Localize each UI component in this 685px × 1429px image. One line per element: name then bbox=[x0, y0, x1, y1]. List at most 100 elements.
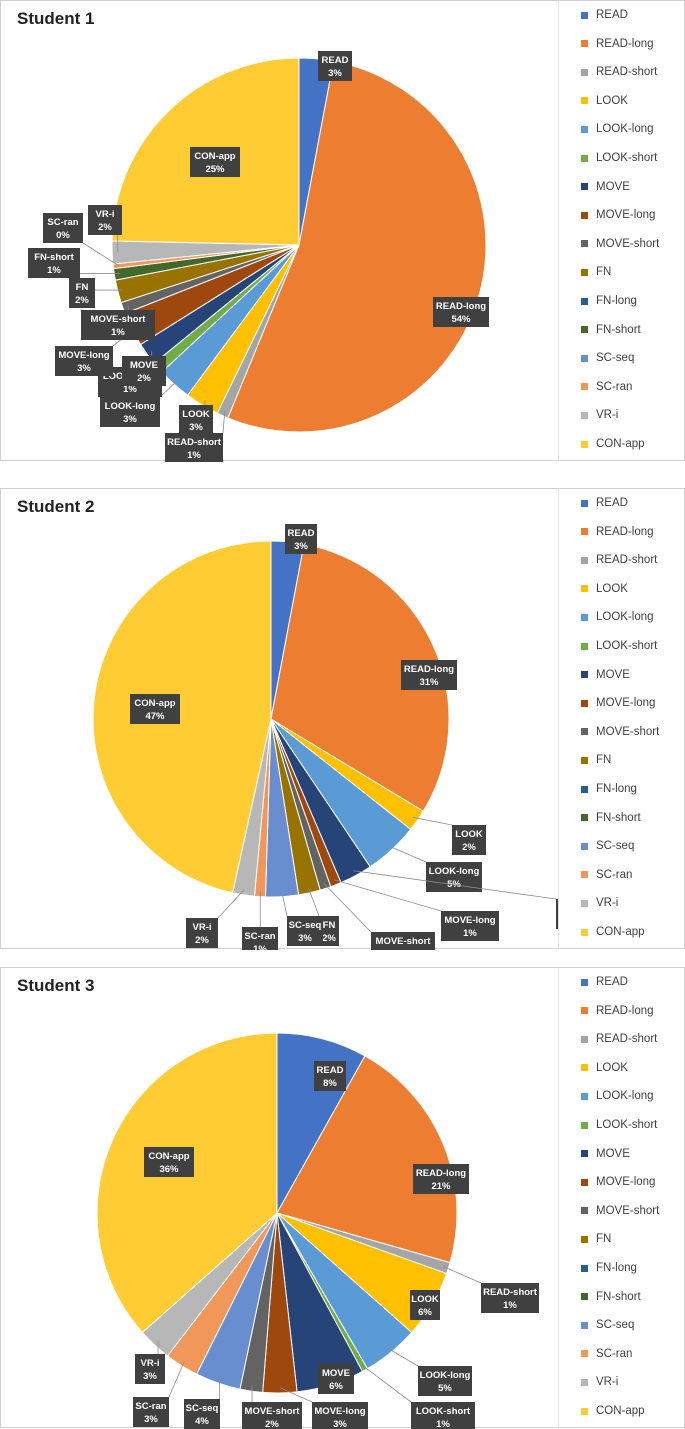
data-label-category: READ-long bbox=[416, 1168, 466, 1179]
legend-item-fn: FN bbox=[581, 753, 611, 767]
legend-item-read: READ bbox=[581, 496, 628, 510]
data-label-value: 3% bbox=[298, 933, 312, 944]
data-label-category: FN bbox=[76, 282, 89, 293]
data-label-category: READ-long bbox=[404, 664, 454, 675]
data-label-category: READ-long bbox=[436, 301, 486, 312]
legend-item-sc-seq: SC-seq bbox=[581, 351, 634, 365]
leader-line bbox=[413, 817, 452, 825]
legend-swatch bbox=[581, 240, 588, 247]
legend-label: MOVE-long bbox=[596, 1176, 655, 1188]
legend-swatch bbox=[581, 871, 588, 878]
data-label-category: FN bbox=[323, 920, 336, 931]
data-label-category: MOVE-short bbox=[376, 936, 432, 947]
legend-item-read-long: READ-long bbox=[581, 37, 654, 51]
data-label-category: LOOK bbox=[455, 829, 483, 840]
legend-label: MOVE-short bbox=[596, 238, 659, 250]
data-label-category: READ bbox=[322, 55, 349, 66]
data-label-category: LOOK-long bbox=[420, 1370, 471, 1381]
data-label-value: 5% bbox=[438, 1383, 452, 1394]
legend-swatch bbox=[581, 671, 588, 678]
legend-item-move-short: MOVE-short bbox=[581, 1204, 659, 1218]
legend-swatch bbox=[581, 900, 588, 907]
data-label-value: 1% bbox=[463, 928, 477, 939]
legend-label: FN bbox=[596, 1233, 611, 1245]
data-label-look: LOOK 2% bbox=[413, 817, 486, 855]
legend-swatch bbox=[581, 1036, 588, 1043]
legend-label: LOOK bbox=[596, 95, 628, 107]
legend-label: MOVE-long bbox=[596, 697, 655, 709]
data-label-category: MOVE bbox=[130, 360, 158, 371]
legend-swatch bbox=[581, 500, 588, 507]
legend-label: VR-i bbox=[596, 409, 618, 421]
legend-swatch bbox=[581, 700, 588, 707]
legend-item-fn-short: FN-short bbox=[581, 323, 641, 337]
data-label-category: VR-i bbox=[141, 1358, 160, 1369]
legend-swatch bbox=[581, 69, 588, 76]
legend-label: FN bbox=[596, 754, 611, 766]
data-label-category: LOOK bbox=[182, 409, 210, 420]
data-label-value: 1% bbox=[503, 1300, 517, 1311]
data-label-category: VR-i bbox=[193, 922, 212, 933]
data-label-fn: FN2% bbox=[69, 278, 123, 308]
legend-swatch bbox=[581, 1207, 588, 1214]
pie-slice-con-app bbox=[93, 541, 271, 893]
legend-swatch bbox=[581, 1350, 588, 1357]
legend-label: SC-seq bbox=[596, 1319, 634, 1331]
legend-swatch bbox=[581, 1322, 588, 1329]
pie-chart: READ3%READ-long31%LOOK2%LOOK-long5%MOVE3… bbox=[1, 489, 558, 950]
legend-item-sc-ran: SC-ran bbox=[581, 380, 632, 394]
data-label-value: 3% bbox=[77, 363, 91, 374]
data-label-category: LOOK-long bbox=[105, 401, 156, 412]
legend-item-fn-short: FN-short bbox=[581, 1290, 641, 1304]
data-label-value: 47% bbox=[145, 711, 165, 722]
legend-label: MOVE-short bbox=[596, 1205, 659, 1217]
legend-label: SC-seq bbox=[596, 840, 634, 852]
legend-label: MOVE bbox=[596, 1148, 630, 1160]
legend-item-move-short: MOVE-short bbox=[581, 237, 659, 251]
legend-label: LOOK-short bbox=[596, 152, 657, 164]
legend-label: READ-long bbox=[596, 526, 654, 538]
pie-chart: READ8%READ-long21%READ-short1%LOOK6%LOOK… bbox=[1, 968, 558, 1429]
data-label-value: 2% bbox=[322, 933, 336, 944]
data-label-value: 2% bbox=[137, 373, 151, 384]
legend-item-read-long: READ-long bbox=[581, 1004, 654, 1018]
legend-item-move: MOVE bbox=[581, 180, 630, 194]
leader-line bbox=[334, 880, 441, 911]
legend-swatch bbox=[581, 1408, 588, 1415]
legend-label: READ bbox=[596, 9, 628, 21]
legend-swatch bbox=[581, 40, 588, 47]
legend-label: READ-short bbox=[596, 1033, 657, 1045]
legend-label: SC-seq bbox=[596, 352, 634, 364]
legend-swatch bbox=[581, 1150, 588, 1157]
legend-swatch bbox=[581, 383, 588, 390]
legend-swatch bbox=[581, 979, 588, 986]
data-label-category: SC-ran bbox=[135, 1401, 166, 1412]
legend-swatch bbox=[581, 728, 588, 735]
legend-swatch bbox=[581, 843, 588, 850]
data-label-category: MOVE bbox=[322, 1368, 350, 1379]
legend-swatch bbox=[581, 528, 588, 535]
legend-item-fn-long: FN-long bbox=[581, 1261, 637, 1275]
legend-item-look: LOOK bbox=[581, 582, 628, 596]
legend-label: SC-ran bbox=[596, 1348, 632, 1360]
data-label-value: 2% bbox=[462, 842, 476, 853]
legend-item-move: MOVE bbox=[581, 668, 630, 682]
data-label-category: LOOK-short bbox=[416, 1406, 471, 1417]
data-label-value: 4% bbox=[195, 1416, 209, 1427]
data-label-category: MOVE-long bbox=[58, 350, 109, 361]
legend-swatch bbox=[581, 326, 588, 333]
legend-item-move-long: MOVE-long bbox=[581, 696, 655, 710]
legend-item-read: READ bbox=[581, 975, 628, 989]
legend-item-look-short: LOOK-short bbox=[581, 1118, 657, 1132]
legend-item-vr-i: VR-i bbox=[581, 896, 618, 910]
legend-item-look: LOOK bbox=[581, 1061, 628, 1075]
legend-item-read-long: READ-long bbox=[581, 525, 654, 539]
legend-swatch bbox=[581, 269, 588, 276]
